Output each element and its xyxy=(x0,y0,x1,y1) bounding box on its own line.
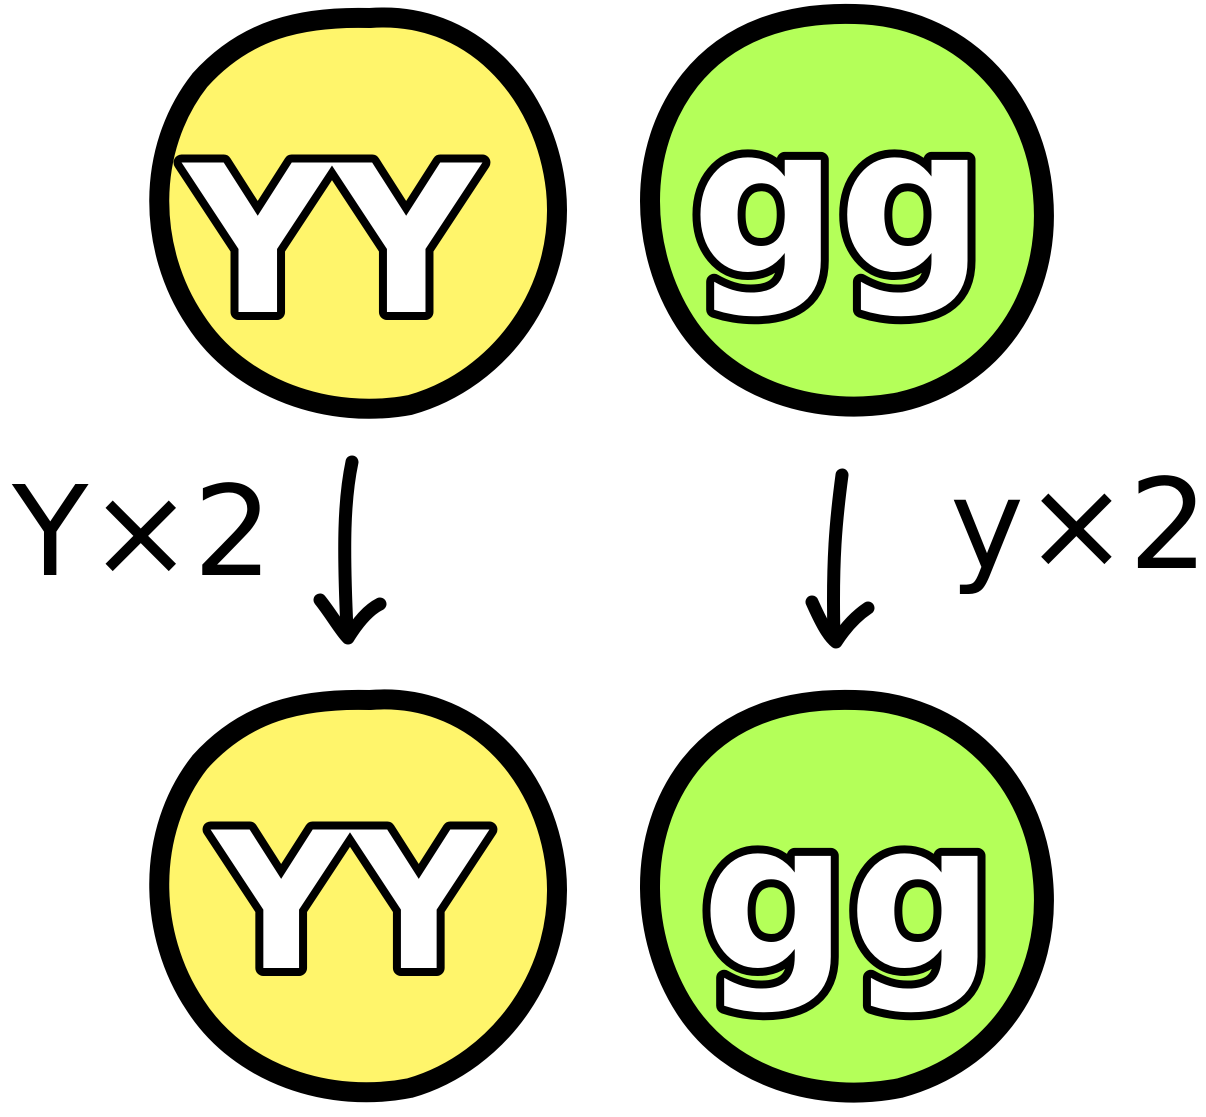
gamete-green-cell: gg xyxy=(640,689,1054,1103)
left-arrow-head xyxy=(313,593,387,645)
left-gamete-label: Y×2 xyxy=(11,460,273,605)
parent-green-cell: gg xyxy=(640,3,1054,417)
yellow-cell-circle xyxy=(149,7,567,419)
gamete-yellow-genotype: YY xyxy=(210,792,490,1013)
parent-yellow-cell: YY xyxy=(149,7,567,419)
gamete-yellow-cell: YY xyxy=(149,689,567,1103)
parent-green-genotype: gg xyxy=(691,83,985,321)
left-arrow: Y×2 xyxy=(11,455,387,645)
right-arrow: y×2 xyxy=(805,453,1206,649)
right-arrow-shaft xyxy=(826,468,849,645)
yellow-cell-circle xyxy=(149,689,567,1103)
right-gamete-label: y×2 xyxy=(950,453,1206,598)
green-cell-circle xyxy=(640,689,1054,1103)
right-arrow-head xyxy=(805,595,875,649)
parent-yellow-genotype: YY xyxy=(182,123,483,361)
gamete-green-genotype: gg xyxy=(701,779,995,1017)
left-arrow-shaft xyxy=(338,455,359,637)
green-cell-circle xyxy=(640,3,1054,417)
